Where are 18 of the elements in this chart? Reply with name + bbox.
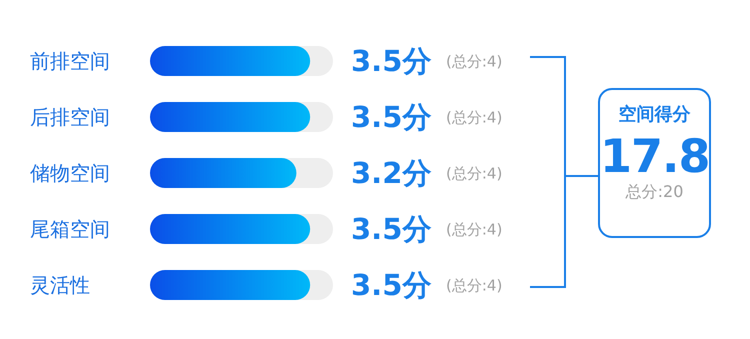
- y-tick-label: 灵活性: [30, 273, 90, 297]
- data-label: 3.2分: [351, 156, 432, 190]
- text: 17.8: [600, 129, 710, 183]
- text: (总分:4): [446, 220, 502, 238]
- text: 空间得分: [618, 103, 692, 126]
- data-label: 3.5分: [351, 212, 432, 246]
- text: (总分:4): [446, 276, 502, 294]
- data-label: 3.5分: [351, 44, 432, 78]
- text: 总分:20: [624, 182, 684, 203]
- text: (总分:4): [446, 52, 502, 70]
- y-tick-label: 后排空间: [30, 105, 110, 129]
- data-label: 3.5分: [351, 100, 432, 134]
- text: (总分:4): [446, 108, 502, 126]
- y-tick-label: 尾箱空间: [30, 217, 110, 241]
- data-label: 3.5分: [351, 268, 432, 302]
- y-tick-label: 储物空间: [30, 161, 110, 185]
- text: (总分:4): [446, 164, 502, 182]
- y-tick-label: 前排空间: [30, 49, 110, 73]
